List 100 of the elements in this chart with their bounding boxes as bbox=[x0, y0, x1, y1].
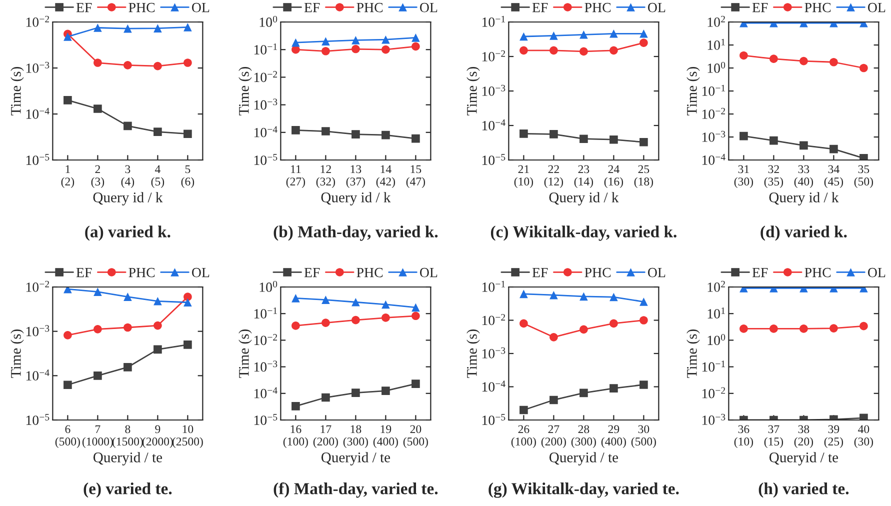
y-tick-label: 10$^{−2}$ bbox=[482, 314, 505, 326]
y-tick-label: 10$^{−5}$ bbox=[26, 414, 50, 425]
y-tick-label: 10$^{−2}$ bbox=[26, 280, 49, 292]
x-tick-label: 33 (40) bbox=[794, 165, 814, 188]
x-tick-label: 2 (3) bbox=[91, 165, 104, 188]
y-tick-label: 10$^{−3}$ bbox=[26, 62, 50, 73]
legend-label: EF bbox=[304, 268, 320, 278]
legend-label: PHC bbox=[804, 2, 831, 12]
text: (h) varied te. bbox=[758, 482, 849, 498]
x-axis-title: Queryid / te bbox=[549, 452, 618, 466]
x-tick-label: 10 (2500) bbox=[172, 425, 203, 448]
y-tick-label: 10$^{0}$ bbox=[260, 16, 278, 27]
x-tick-label: 18 (300) bbox=[343, 425, 368, 448]
y-tick-label: 10$^{−1}$ bbox=[254, 307, 277, 318]
legend-label: PHC bbox=[356, 2, 383, 12]
y-axis-title: Time (s) bbox=[686, 66, 700, 116]
y-tick-label: 10$^{−4}$ bbox=[26, 108, 50, 119]
x-axis-title: Query id / k bbox=[93, 192, 163, 206]
y-tick-label: 10$^{−2}$ bbox=[26, 16, 49, 27]
y-tick-label: 10$^{−3}$ bbox=[254, 360, 278, 372]
y-tick-label: 10$^{−5}$ bbox=[254, 414, 278, 425]
text: (g) Wikitalk-day, varied te. bbox=[488, 482, 679, 498]
text: (a) varied k. bbox=[85, 226, 170, 241]
y-tick-label: 10$^{−3}$ bbox=[702, 130, 726, 142]
x-tick-label: 23 (14) bbox=[574, 165, 594, 188]
legend-label: OL bbox=[868, 2, 886, 12]
y-tick-label: 10$^{−5}$ bbox=[482, 414, 506, 425]
x-tick-label: 31 (30) bbox=[734, 165, 754, 188]
x-tick-label: 40 (30) bbox=[854, 425, 874, 448]
y-tick-label: 10$^{−2}$ bbox=[254, 71, 277, 82]
y-tick-label: 10$^{−3}$ bbox=[482, 84, 506, 96]
x-axis-title: Query id / k bbox=[321, 192, 391, 206]
x-axis-title: Queryid / te bbox=[93, 452, 162, 466]
y-tick-label: 10$^{−1}$ bbox=[482, 280, 505, 292]
x-tick-label: 15 (47) bbox=[406, 165, 426, 188]
x-axis-title: Query id / k bbox=[549, 192, 619, 206]
legend-label: OL bbox=[648, 2, 666, 12]
y-tick-label: 10$^{−4}$ bbox=[482, 119, 506, 130]
x-tick-label: 35 (50) bbox=[854, 165, 874, 188]
legend-label: PHC bbox=[356, 268, 383, 278]
x-tick-label: 9 (2000) bbox=[142, 425, 173, 448]
x-tick-label: 14 (42) bbox=[376, 165, 396, 188]
y-tick-label: 10$^{0}$ bbox=[708, 334, 726, 346]
text: (e) varied te. bbox=[84, 482, 172, 498]
y-tick-label: 10$^{−1}$ bbox=[702, 360, 725, 372]
x-tick-label: 37 (15) bbox=[764, 425, 784, 448]
legend-label: EF bbox=[76, 3, 92, 12]
legend-label: OL bbox=[192, 2, 210, 12]
legend-label: PHC bbox=[128, 268, 155, 278]
y-tick-label: 10$^{−1}$ bbox=[482, 16, 505, 27]
y-axis-title: Time (s) bbox=[10, 329, 24, 378]
x-tick-label: 12 (32) bbox=[316, 165, 336, 188]
x-tick-label: 36 (10) bbox=[734, 425, 754, 448]
legend-label: OL bbox=[420, 268, 438, 278]
text: (d) varied k. bbox=[760, 226, 847, 241]
x-tick-label: 26 (100) bbox=[511, 425, 536, 448]
y-tick-label: 10$^{0}$ bbox=[260, 280, 278, 292]
legend-label: EF bbox=[752, 3, 768, 12]
x-tick-label: 13 (37) bbox=[346, 165, 366, 188]
y-axis-title: Time (s) bbox=[10, 66, 24, 116]
y-axis-title: Time (s) bbox=[238, 66, 252, 116]
y-tick-label: 10$^{0}$ bbox=[708, 62, 726, 73]
y-axis-title: Time (s) bbox=[686, 329, 700, 378]
x-tick-label: 25 (18) bbox=[634, 165, 654, 188]
text: (f) Math-day, varied te. bbox=[274, 482, 438, 498]
x-tick-label: 8 (1500) bbox=[112, 425, 143, 448]
legend-label: PHC bbox=[584, 268, 611, 278]
legend-label: EF bbox=[76, 268, 92, 278]
text: (c) Wikitalk-day, varied k. bbox=[490, 226, 676, 241]
x-tick-label: 32 (35) bbox=[764, 165, 784, 188]
x-axis-title: Queryid / te bbox=[321, 452, 390, 466]
x-tick-label: 3 (4) bbox=[121, 165, 134, 188]
legend-label: EF bbox=[532, 3, 548, 12]
y-tick-label: 10$^{2}$ bbox=[708, 16, 725, 27]
y-tick-label: 10$^{−5}$ bbox=[482, 154, 506, 165]
x-tick-label: 30 (500) bbox=[631, 425, 656, 448]
y-tick-label: 10$^{−2}$ bbox=[702, 387, 725, 398]
legend-label: OL bbox=[648, 268, 666, 278]
y-tick-label: 10$^{−4}$ bbox=[482, 380, 506, 392]
legend-label: OL bbox=[420, 2, 438, 12]
x-tick-label: 34 (45) bbox=[824, 165, 844, 188]
y-tick-label: 10$^{−1}$ bbox=[702, 84, 725, 96]
legend-label: OL bbox=[192, 268, 210, 278]
x-tick-label: 24 (16) bbox=[604, 165, 624, 188]
x-tick-label: 11 (27) bbox=[286, 165, 306, 188]
y-tick-label: 10$^{−5}$ bbox=[254, 154, 278, 165]
y-tick-label: 10$^{−4}$ bbox=[702, 154, 726, 165]
legend-label: EF bbox=[532, 268, 548, 278]
x-tick-label: 39 (25) bbox=[824, 425, 844, 448]
x-tick-label: 28 (300) bbox=[571, 425, 596, 448]
x-tick-label: 19 (400) bbox=[373, 425, 398, 448]
y-tick-label: 10$^{−2}$ bbox=[482, 50, 505, 62]
y-tick-label: 10$^{−4}$ bbox=[254, 126, 278, 138]
y-tick-label: 10$^{−3}$ bbox=[482, 347, 506, 358]
y-tick-label: 10$^{−3}$ bbox=[254, 98, 278, 110]
x-axis-title: Queryid / te bbox=[769, 452, 838, 466]
y-tick-label: 10$^{−2}$ bbox=[254, 334, 277, 346]
x-tick-label: 6 (500) bbox=[55, 425, 80, 448]
y-tick-label: 10$^{−4}$ bbox=[254, 387, 278, 398]
x-tick-label: 22 (12) bbox=[544, 165, 564, 188]
